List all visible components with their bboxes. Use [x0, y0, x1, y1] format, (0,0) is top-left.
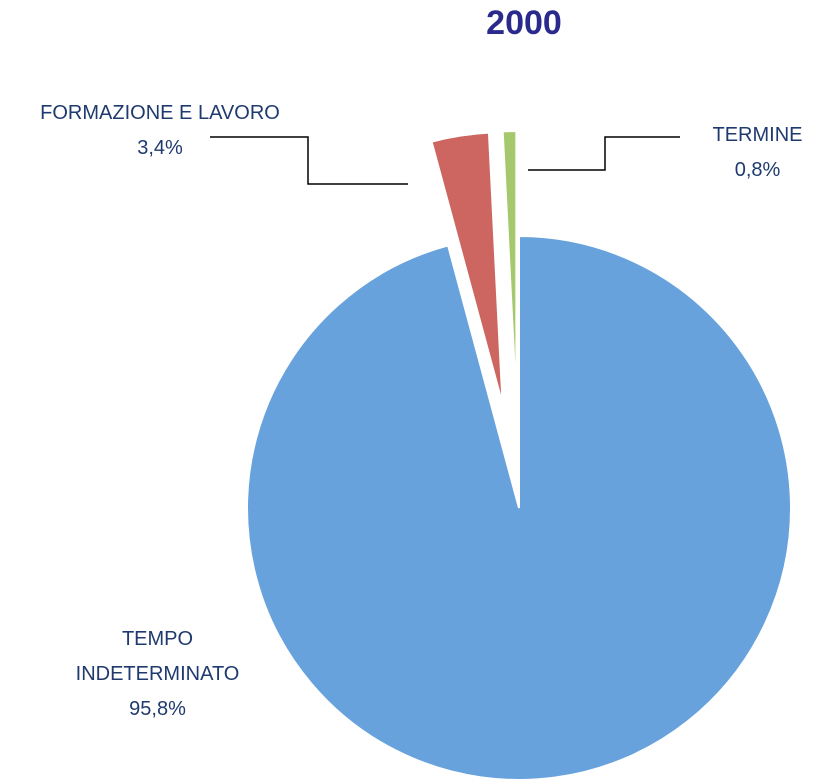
category-label: FORMAZIONE E LAVORO: [40, 102, 280, 124]
leader-line: [210, 136, 408, 185]
value-label: 95,8%: [129, 698, 186, 720]
slice-label: TERMINE 0,8%: [700, 118, 815, 188]
pie-slice: [501, 130, 518, 404]
slice-label: TEMPO INDETERMINATO 95,8%: [40, 622, 275, 727]
value-label: 0,8%: [734, 159, 781, 181]
pie-slice: [430, 131, 504, 405]
pie-slice: [246, 234, 792, 781]
category-label: TERMINE: [712, 124, 803, 146]
chart-title: 2000: [486, 4, 562, 42]
category-label: TEMPO INDETERMINATO: [75, 628, 240, 685]
value-label: 3,4%: [137, 137, 183, 159]
slice-label: FORMAZIONE E LAVORO 3,4%: [0, 96, 320, 166]
leader-line: [528, 136, 680, 171]
